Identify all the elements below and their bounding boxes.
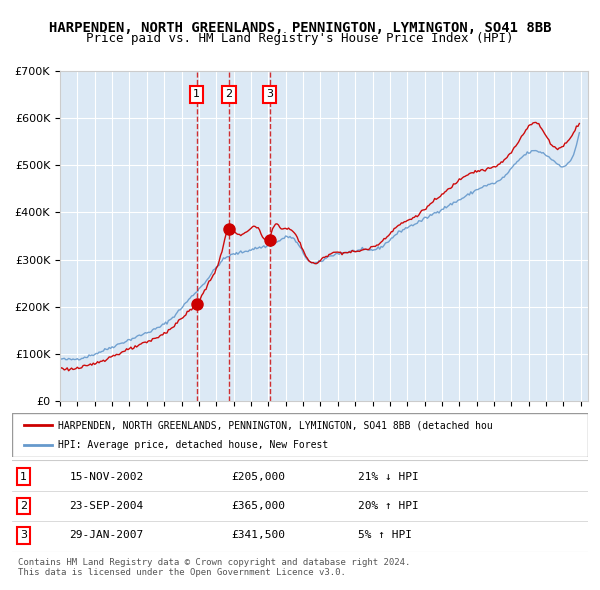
- Text: HPI: Average price, detached house, New Forest: HPI: Average price, detached house, New …: [58, 440, 328, 450]
- FancyBboxPatch shape: [12, 413, 588, 457]
- Text: 3: 3: [20, 530, 27, 540]
- Text: 15-NOV-2002: 15-NOV-2002: [70, 471, 144, 481]
- Text: 2: 2: [226, 90, 232, 99]
- Text: 5% ↑ HPI: 5% ↑ HPI: [358, 530, 412, 540]
- Text: 3: 3: [266, 90, 273, 99]
- Text: HARPENDEN, NORTH GREENLANDS, PENNINGTON, LYMINGTON, SO41 8BB: HARPENDEN, NORTH GREENLANDS, PENNINGTON,…: [49, 21, 551, 35]
- Text: 23-SEP-2004: 23-SEP-2004: [70, 501, 144, 511]
- Text: £205,000: £205,000: [231, 471, 285, 481]
- Text: 1: 1: [193, 90, 200, 99]
- Text: 29-JAN-2007: 29-JAN-2007: [70, 530, 144, 540]
- Text: 2: 2: [20, 501, 27, 511]
- Text: 20% ↑ HPI: 20% ↑ HPI: [358, 501, 418, 511]
- Text: HARPENDEN, NORTH GREENLANDS, PENNINGTON, LYMINGTON, SO41 8BB (detached hou: HARPENDEN, NORTH GREENLANDS, PENNINGTON,…: [58, 421, 493, 430]
- Text: £365,000: £365,000: [231, 501, 285, 511]
- Text: 1: 1: [20, 471, 27, 481]
- Text: 21% ↓ HPI: 21% ↓ HPI: [358, 471, 418, 481]
- Text: £341,500: £341,500: [231, 530, 285, 540]
- Text: Price paid vs. HM Land Registry's House Price Index (HPI): Price paid vs. HM Land Registry's House …: [86, 32, 514, 45]
- Text: Contains HM Land Registry data © Crown copyright and database right 2024.
This d: Contains HM Land Registry data © Crown c…: [18, 558, 410, 577]
